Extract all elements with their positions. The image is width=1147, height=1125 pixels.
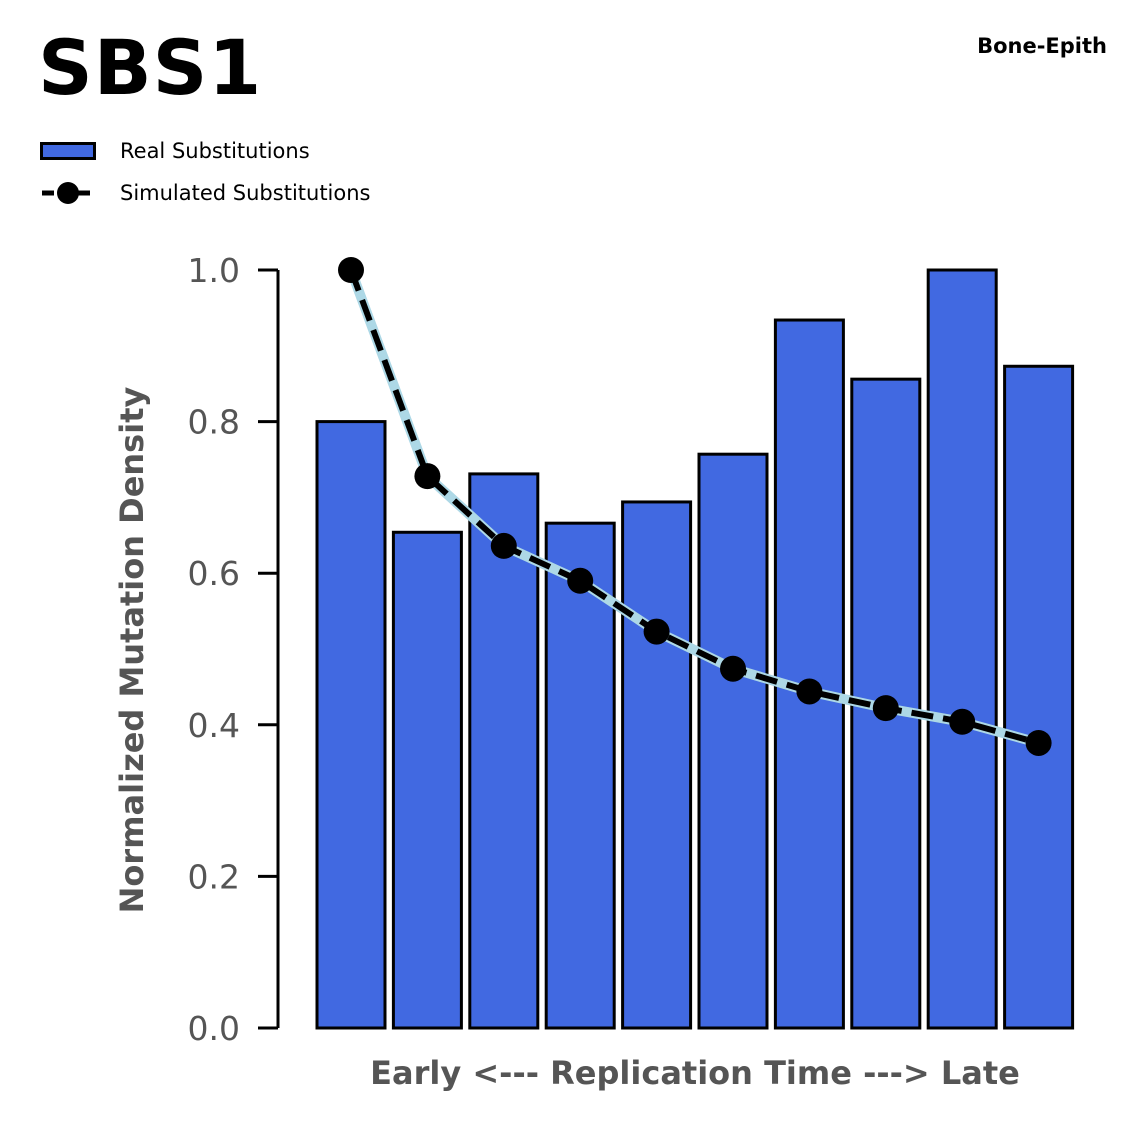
bar-1 [315, 420, 387, 1030]
y-tick-label-0.8: 0.8 [188, 403, 240, 442]
y-tick-label-0.6: 0.6 [188, 554, 240, 593]
bar-10 [1003, 364, 1075, 1030]
simulated-point-6 [720, 655, 746, 682]
y-axis: 0.0 0.2 0.4 0.6 0.8 1.0 [188, 251, 280, 1048]
simulated-point-8 [872, 695, 899, 722]
y-tick-label-0.2: 0.2 [188, 857, 240, 896]
legend-entry-real: Real Substitutions [40, 130, 370, 172]
bar-group [315, 268, 1075, 1030]
bar-7 [773, 318, 845, 1030]
bar-6 [697, 452, 769, 1030]
legend-label-simulated: Simulated Substitutions [120, 181, 371, 205]
legend: Real Substitutions Simulated Substitutio… [40, 130, 370, 214]
legend-entry-simulated: Simulated Substitutions [40, 172, 370, 214]
y-tick-label-0.0: 0.0 [188, 1009, 240, 1048]
tissue-label: Bone-Epith [977, 34, 1107, 58]
legend-line-marker [40, 181, 96, 205]
bar-5 [621, 500, 693, 1030]
y-tick-label-1.0: 1.0 [188, 251, 240, 290]
bar-3 [468, 472, 540, 1030]
chart-title: SBS1 [38, 23, 263, 112]
simulated-point-10 [1025, 729, 1052, 756]
simulated-point-5 [643, 618, 670, 645]
simulated-point-3 [490, 532, 517, 559]
bar-2 [391, 530, 463, 1030]
bar-9 [926, 268, 998, 1030]
simulated-point-9 [949, 708, 976, 735]
legend-bar-swatch [40, 142, 96, 160]
simulated-point-4 [567, 567, 594, 594]
bar-4 [544, 521, 616, 1030]
simulated-point-7 [796, 678, 823, 705]
simulated-line [348, 268, 1040, 746]
simulated-point-2 [414, 463, 441, 490]
y-axis-label: Normalized Mutation Density [113, 387, 151, 914]
simulated-line-group [338, 257, 1052, 756]
legend-label-real: Real Substitutions [120, 139, 310, 163]
simulated-point-1 [338, 257, 364, 283]
x-axis-label: Early <--- Replication Time ---> Late [370, 1054, 1020, 1092]
y-tick-label-0.4: 0.4 [188, 706, 240, 745]
